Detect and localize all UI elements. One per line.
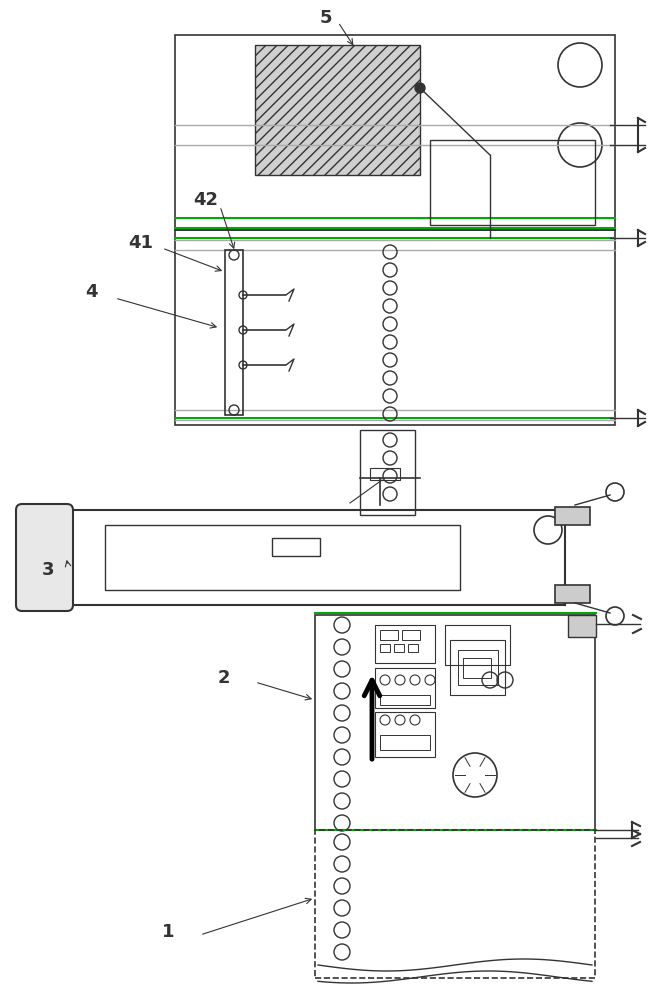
Text: 42: 42 [193,191,218,209]
Text: 5: 5 [320,9,332,27]
Bar [55,510,565,605]
Bar [380,630,398,640]
FancyBboxPatch shape [16,504,73,611]
Text: 1: 1 [162,923,174,941]
Circle shape [415,83,425,93]
Bar [463,658,491,678]
Bar [380,735,430,750]
Bar [450,640,505,695]
Bar [402,630,420,640]
Bar [568,615,596,637]
Bar [555,507,590,525]
Text: 41: 41 [128,234,153,252]
Bar [175,35,615,230]
Text: 2: 2 [218,669,231,687]
Bar [380,695,430,705]
Bar [375,625,435,663]
Bar [430,140,595,225]
Text: 3: 3 [42,561,54,579]
Bar [175,230,615,425]
Bar [370,468,400,480]
Bar [408,644,418,652]
Bar [105,525,460,590]
Bar [315,830,595,978]
Bar [272,538,320,556]
Bar [445,625,510,665]
Bar [555,585,590,603]
Bar [394,644,404,652]
Bar [315,615,595,830]
Bar [380,644,390,652]
Bar [375,668,435,708]
Bar [458,650,498,685]
Text: 4: 4 [85,283,97,301]
Bar [375,712,435,757]
Bar [225,250,243,415]
Bar [255,45,420,175]
Bar [360,430,415,515]
